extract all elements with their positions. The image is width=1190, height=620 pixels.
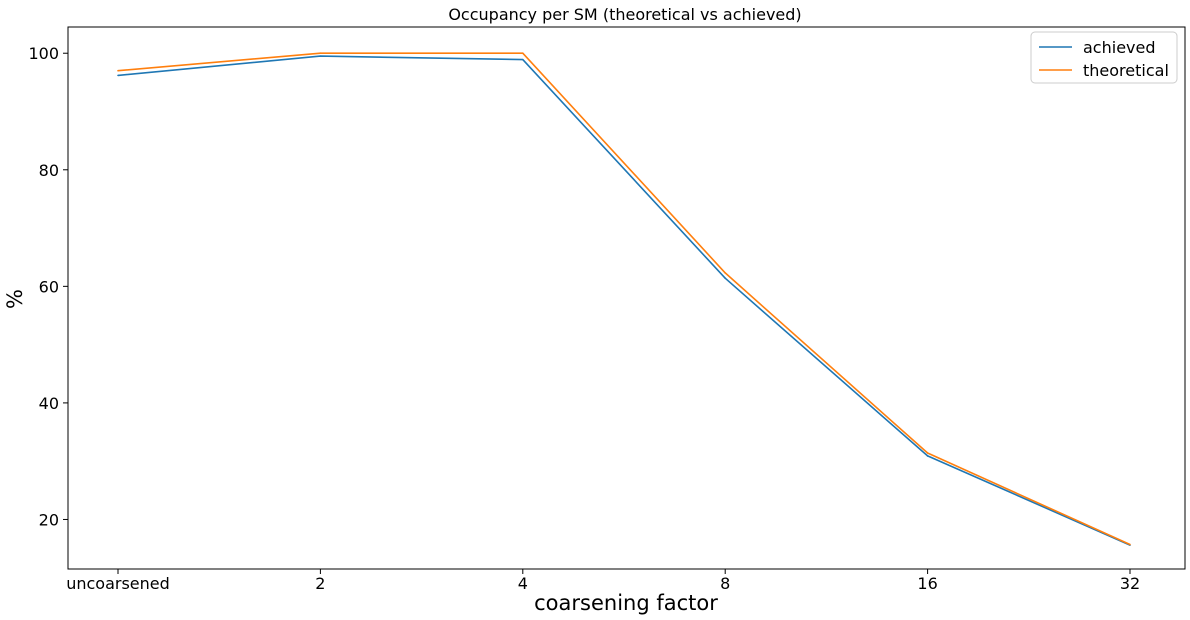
series-line-achieved <box>117 55 1131 546</box>
x-tick-label: 4 <box>518 574 528 593</box>
series-lines <box>117 52 1131 546</box>
data-point-theoretical <box>1129 543 1131 546</box>
data-point-achieved <box>319 55 322 57</box>
legend-label-achieved: achieved <box>1083 38 1156 57</box>
y-tick-label: 20 <box>39 510 59 529</box>
data-point-achieved <box>724 277 726 279</box>
data-point-theoretical <box>319 52 322 55</box>
x-tick-label: 32 <box>1120 574 1140 593</box>
x-axis-label: coarsening factor <box>534 591 718 615</box>
legend: achieved theoretical <box>1030 31 1178 84</box>
data-point-theoretical <box>724 272 726 274</box>
x-tick-label: uncoarsened <box>66 574 170 593</box>
plot-area-frame <box>67 26 1186 570</box>
x-tick-label: 2 <box>315 574 325 593</box>
data-point-theoretical <box>926 452 929 454</box>
x-axis: uncoarsened 2 4 8 16 32 <box>66 569 1140 593</box>
series-line-theoretical <box>117 52 1131 546</box>
data-point-theoretical <box>522 52 524 55</box>
y-tick-label: 80 <box>39 161 59 180</box>
data-point-achieved <box>926 455 929 457</box>
y-axis: 20 40 60 80 100 <box>28 44 68 529</box>
x-tick-label: 16 <box>917 574 937 593</box>
y-tick-label: 100 <box>28 44 59 63</box>
y-axis-label: % <box>3 289 27 309</box>
x-tick-label: 8 <box>720 574 730 593</box>
data-point-achieved <box>117 74 119 77</box>
legend-label-theoretical: theoretical <box>1083 61 1169 80</box>
data-point-theoretical <box>117 69 119 72</box>
data-point-achieved <box>522 58 524 61</box>
chart-title: Occupancy per SM (theoretical vs achieve… <box>448 5 801 24</box>
y-tick-label: 60 <box>39 277 59 296</box>
y-tick-label: 40 <box>39 394 59 413</box>
